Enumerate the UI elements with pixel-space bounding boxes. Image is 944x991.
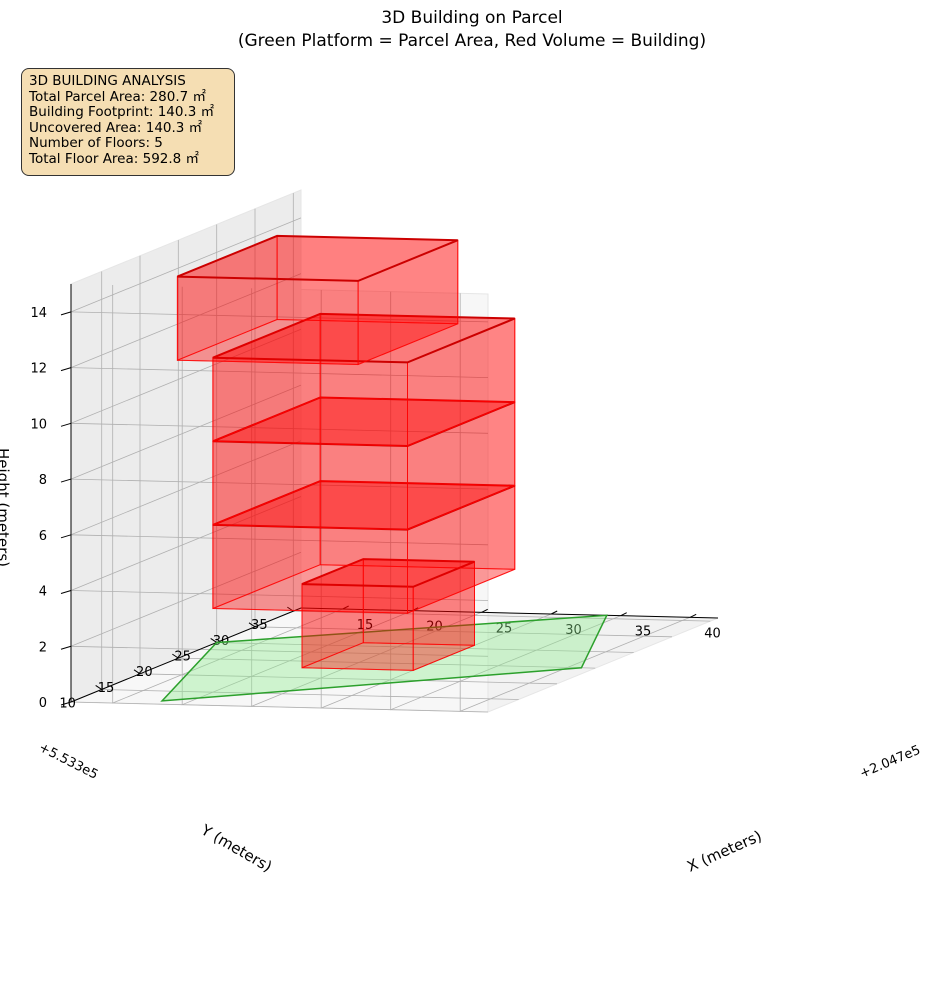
z-tick — [60, 367, 72, 372]
z-tick — [60, 645, 72, 650]
floor-bottom-face — [177, 318, 458, 366]
x-tick — [620, 612, 627, 617]
building-floor-5 — [176, 234, 459, 366]
floor-bottom-face — [212, 564, 515, 614]
y-tick-label: 35 — [251, 618, 268, 633]
building-floor-1 — [301, 558, 475, 672]
floor-bottom-face — [212, 396, 515, 447]
y-axis-label: Y (meters) — [197, 820, 275, 875]
analysis-info-box: 3D BUILDING ANALYSIS Total Parcel Area: … — [21, 68, 235, 176]
z-tick — [60, 478, 72, 483]
info-line: Uncovered Area: 140.3 ㎡ — [29, 119, 203, 136]
y-tick-label: 15 — [98, 681, 115, 696]
info-line: Total Parcel Area: 280.7 ㎡ — [29, 88, 206, 105]
x-axis-line — [300, 607, 719, 619]
y-offset-label: +5.533e5 — [36, 740, 100, 783]
z-tick-label: 14 — [30, 306, 47, 321]
info-line: Building Footprint: 140.3 ㎡ — [29, 104, 215, 120]
floor-bottom-face — [301, 642, 475, 671]
chart-title: 3D Building on Parcel — [381, 8, 563, 28]
y-axis-line — [70, 607, 302, 703]
z-tick-label: 2 — [39, 640, 47, 655]
z-tick — [60, 534, 72, 539]
x-tick-label: 30 — [565, 623, 582, 638]
chart-subtitle: (Green Platform = Parcel Area, Red Volum… — [237, 31, 707, 51]
building-floor-2 — [212, 480, 516, 614]
x-tick-label: 15 — [357, 618, 374, 633]
y-tick — [248, 622, 256, 628]
floor-top-face — [301, 558, 475, 588]
x-tick-label: 25 — [496, 621, 513, 636]
y-tick-label: 10 — [59, 696, 76, 711]
y-tick — [172, 653, 179, 659]
z-tick — [60, 311, 72, 316]
y-tick — [133, 669, 141, 675]
x-axis-label: X (meters) — [684, 827, 764, 876]
z-tick-label: 0 — [39, 696, 47, 711]
floor-top-face — [177, 234, 459, 282]
z-tick-label: 8 — [39, 473, 47, 488]
x-tick — [342, 605, 349, 610]
y-tick-label: 25 — [174, 649, 191, 664]
y-tick-label: 20 — [136, 665, 153, 680]
z-tick-label: 6 — [39, 529, 47, 544]
y-tick-label: 30 — [213, 634, 230, 649]
x-tick-label: 40 — [704, 626, 721, 641]
z-tick-label: 12 — [30, 362, 47, 377]
y-tick — [210, 638, 217, 643]
z-tick — [60, 701, 72, 706]
z-tick-label: 10 — [30, 417, 47, 432]
info-line: Total Floor Area: 592.8 ㎡ — [29, 150, 200, 167]
x-offset-label: +2.047e5 — [858, 743, 923, 782]
building-floor-4 — [212, 312, 516, 447]
z-axis-label: Height (meters) — [0, 448, 12, 567]
z-tick-label: 4 — [39, 585, 47, 600]
info-line: Number of Floors: 5 — [29, 135, 163, 151]
z-tick — [60, 422, 72, 427]
x-tick — [550, 610, 558, 615]
x-tick — [689, 613, 697, 618]
info-heading: 3D BUILDING ANALYSIS — [29, 73, 186, 89]
floor-bottom-face — [212, 480, 515, 531]
z-tick — [60, 590, 72, 595]
x-tick — [481, 608, 488, 613]
y-tick — [95, 685, 102, 690]
x-tick-label: 35 — [635, 625, 652, 640]
parcel-platform — [160, 614, 609, 702]
floor-top-face — [212, 312, 516, 364]
